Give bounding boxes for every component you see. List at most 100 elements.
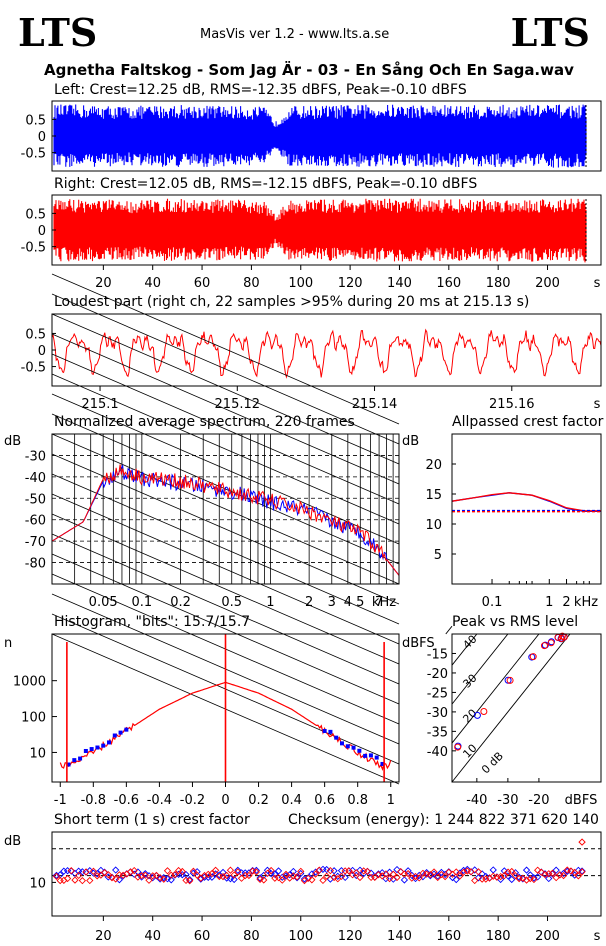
peak-rms-crest-label: 0 dB: [479, 749, 506, 776]
histogram-xtick-label: -1: [54, 793, 67, 808]
short-term-right-point: [282, 870, 290, 879]
histogram-left-marker: [328, 729, 333, 734]
short-term-left-point: [545, 874, 553, 883]
short-term-right-point: [397, 867, 405, 876]
histogram-panel: 1000 100 10 -1 -0.8 -0.6 -0.4 -0.2 0 0.2 0.4 0.6 0.8…: [13, 633, 400, 808]
peak-rms-right-point: [454, 743, 462, 751]
short-term-left-point: [271, 870, 279, 878]
histogram-left-marker: [118, 730, 123, 735]
short-term-right-point: [404, 869, 412, 878]
short-term-left-point: [522, 866, 531, 874]
peak-rms-right-point: [547, 639, 555, 647]
short-term-left-point: [393, 865, 401, 874]
histogram-left-marker: [112, 733, 117, 738]
short-term-right-point: [293, 873, 301, 881]
short-term-right-point: [160, 875, 168, 883]
short-term-left-point: [452, 875, 460, 884]
spectrum-slope-line: [51, 513, 400, 665]
loudest-ytick-label: 0: [38, 344, 46, 359]
short-term-right-point: [163, 867, 172, 875]
short-term-xtick-label: 140: [387, 929, 412, 944]
allpass-xtick-label: 1: [545, 595, 553, 610]
short-term-right-point: [493, 873, 501, 881]
spectrum-slope-line: [51, 533, 400, 685]
histogram-left-marker: [101, 743, 106, 748]
short-term-right-point: [530, 875, 538, 884]
short-term-right-point: [193, 871, 201, 879]
short-term-left-point: [289, 867, 297, 876]
right-waveform-panel: 0.5 0 -0.5 20 40 60 80 100 120 140 160 180 200 s: [21, 194, 602, 291]
histogram-left-marker: [368, 753, 373, 758]
short-term-right-point: [63, 874, 72, 883]
short-term-right-point: [482, 875, 490, 883]
short-term-xtick-label: 60: [194, 929, 211, 944]
short-term-left-point: [474, 874, 483, 882]
short-term-frame: [51, 831, 602, 917]
right-waveform-xtick-label: 80: [243, 276, 260, 291]
spectrum-frame: [51, 433, 400, 585]
histogram-left-marker: [357, 748, 362, 753]
short-term-right-point: [100, 869, 109, 877]
short-term-left-point: [274, 867, 283, 875]
short-term-right-point: [145, 876, 153, 884]
spectrum-slope-line: [51, 273, 400, 425]
logo-left: LTS: [18, 10, 98, 55]
short-term-right-point: [67, 866, 75, 875]
short-term-left-point: [167, 876, 175, 884]
right-waveform-ytick-label: 0: [38, 224, 46, 239]
short-term-left-point: [234, 866, 242, 874]
short-term-left-point: [515, 873, 523, 881]
spectrum-slope-line: [51, 293, 400, 445]
allpass-crest-panel: 20 15 10 5 0.1 1 2 kHz: [425, 433, 602, 610]
short-term-left-point: [408, 871, 416, 879]
peak-rms-ytick-label: -25: [427, 686, 448, 701]
short-term-right-point: [315, 866, 323, 874]
short-term-right-point: [382, 870, 390, 878]
short-term-right-point: [411, 872, 420, 881]
histogram-left-marker: [363, 753, 368, 758]
short-term-right-point: [178, 867, 186, 876]
right-waveform-xtick-label: 120: [338, 276, 363, 291]
short-term-right-point: [489, 872, 497, 880]
right-waveform-signal: [53, 198, 587, 263]
short-term-right-point: [130, 866, 138, 875]
spectrum-right-curve: [51, 464, 400, 576]
short-term-right-point: [541, 870, 549, 879]
short-term-left-point: [508, 875, 516, 884]
short-term-right-point: [311, 870, 320, 878]
short-term-right-point: [271, 874, 279, 882]
short-term-right-point: [504, 868, 512, 876]
peak-rms-y-unit: dBFS: [402, 636, 435, 651]
short-term-right-point: [441, 872, 449, 881]
short-term-right-point: [385, 874, 394, 883]
spectrum-slope-line: [51, 433, 400, 585]
short-term-right-point: [400, 870, 409, 878]
short-term-left-point: [112, 866, 120, 874]
peak-rms-right-point: [529, 653, 537, 661]
histogram-left-marker: [380, 761, 385, 766]
loudest-xtick-label: 215.16: [489, 397, 535, 412]
histogram-ytick-label: 100: [21, 711, 46, 726]
short-term-right-point: [152, 871, 161, 880]
spectrum-xtick-label: 0.5: [221, 595, 242, 610]
short-term-right-point: [219, 872, 227, 881]
short-term-xtick-label: 40: [144, 929, 161, 944]
short-term-end-point: [578, 838, 586, 846]
peak-rms-title: Peak vs RMS level: [452, 614, 579, 630]
histogram-left-marker: [72, 758, 77, 763]
short-term-right-point: [337, 872, 346, 881]
loudest-part-panel: 0.5 0 -0.5 215.1 215.12 215.14 215.16 s: [21, 313, 602, 412]
short-term-crest-panel: 10 20 40 60 80 100 120 140 160 180 200 s: [29, 831, 602, 944]
histogram-xtick-label: -0.2: [180, 793, 205, 808]
short-term-left-point: [378, 869, 386, 877]
short-term-right-point: [319, 876, 327, 885]
peak-rms-xtick-label: -30: [497, 793, 518, 808]
spectrum-left-curve: [51, 464, 400, 576]
short-term-right-point: [93, 872, 101, 880]
histogram-xtick-label: -0.8: [81, 793, 106, 808]
short-term-left-point: [400, 876, 409, 884]
right-waveform-xtick-label: 200: [535, 276, 560, 291]
short-term-left-point: [489, 866, 497, 874]
short-term-right-point: [537, 868, 545, 876]
